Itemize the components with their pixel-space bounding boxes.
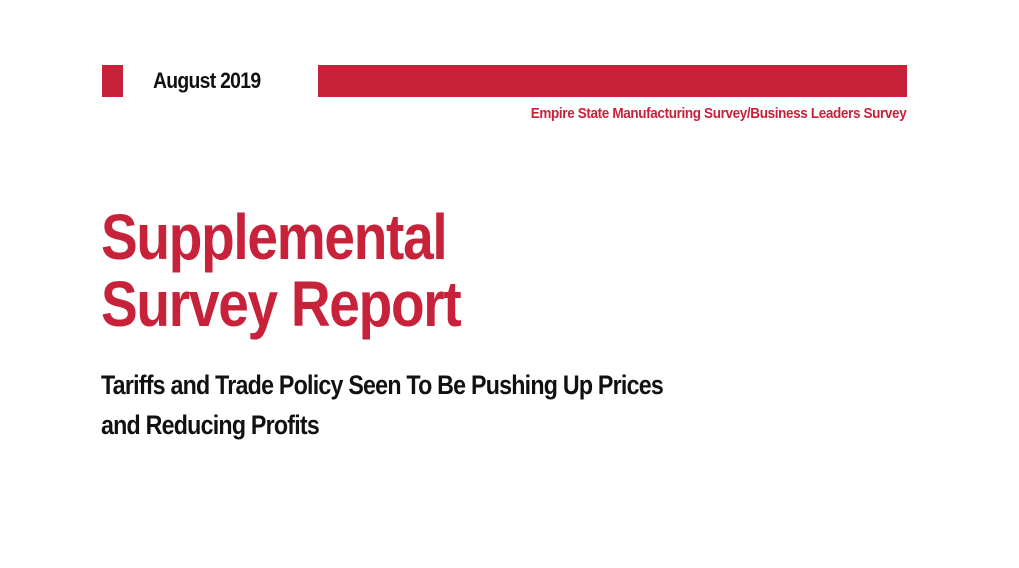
report-date: August 2019 bbox=[153, 68, 261, 93]
survey-series-label: Empire State Manufacturing Survey/Busine… bbox=[530, 105, 906, 122]
header-accent-bar bbox=[318, 65, 907, 97]
header-accent-block bbox=[102, 65, 123, 97]
report-title-line: Supplemental bbox=[101, 201, 448, 273]
report-title: Supplemental Survey Report bbox=[101, 201, 462, 340]
report-subtitle-line: and Reducing Profits bbox=[101, 410, 320, 440]
report-title-line: Survey Report bbox=[101, 268, 462, 340]
report-subtitle: Tariffs and Trade Policy Seen To Be Push… bbox=[101, 365, 664, 445]
report-subtitle-line: Tariffs and Trade Policy Seen To Be Push… bbox=[101, 370, 664, 400]
